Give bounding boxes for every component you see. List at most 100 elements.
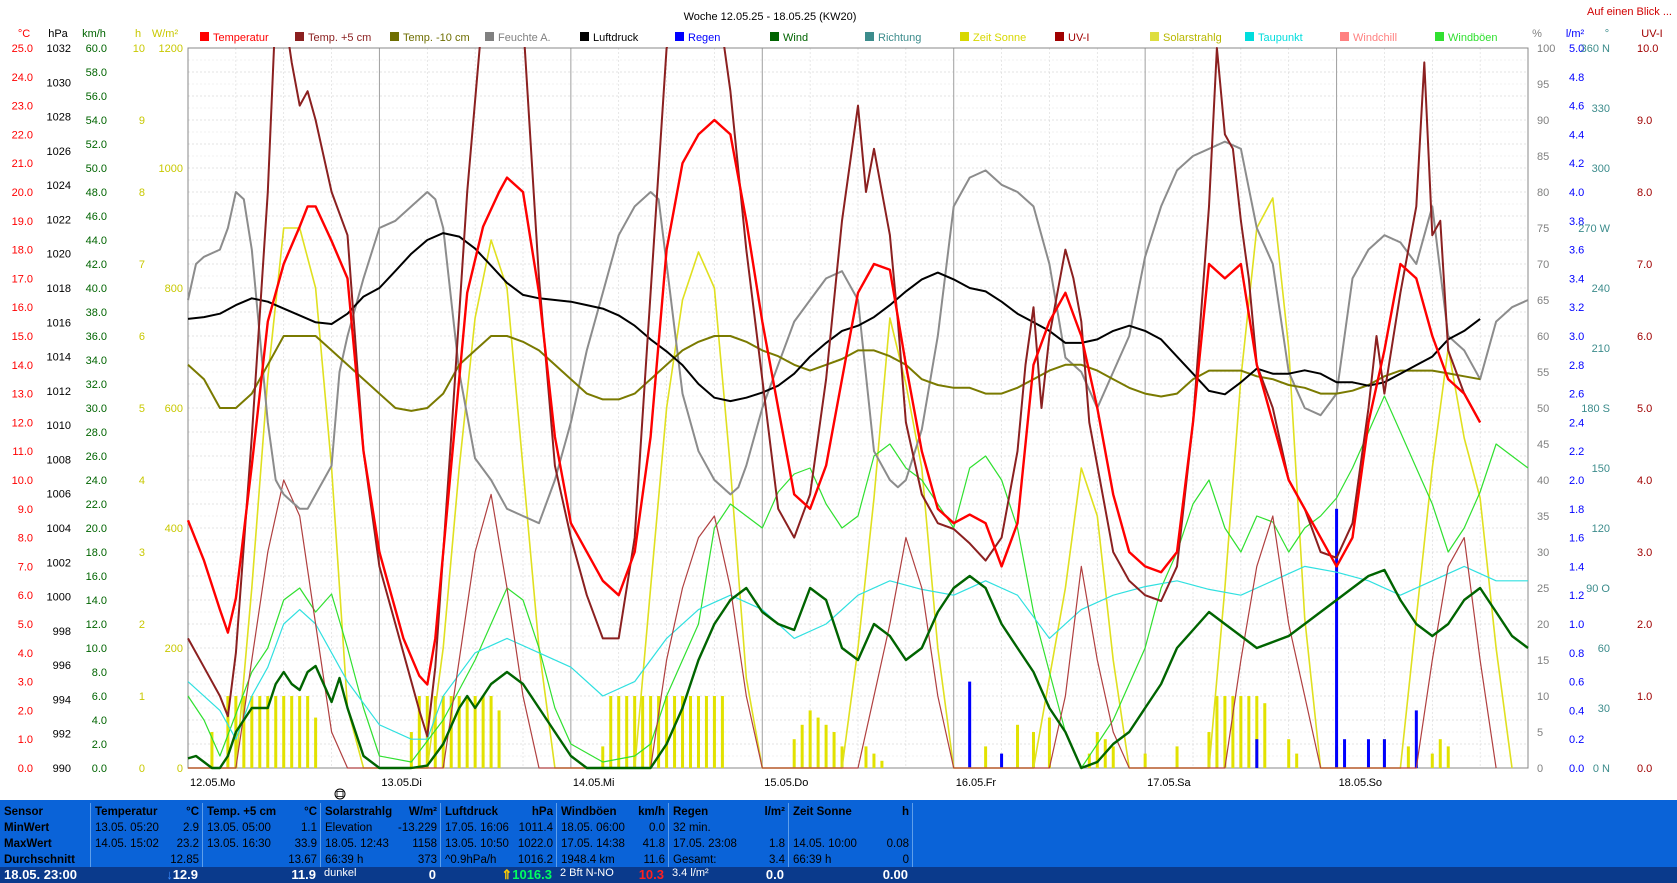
tick-label-wind: 52.0 bbox=[86, 139, 107, 151]
sun-bar bbox=[210, 732, 214, 768]
tick-label-rain: 4.0 bbox=[1569, 187, 1584, 199]
tick-label-pressure: 994 bbox=[53, 694, 71, 706]
sun-bar bbox=[832, 732, 836, 768]
legend-label: Taupunkt bbox=[1258, 32, 1303, 44]
tick-label-temp: 22.0 bbox=[12, 129, 33, 141]
tick-label-humidity: 100 bbox=[1537, 43, 1555, 55]
sun-bar bbox=[1087, 753, 1091, 768]
tick-label-uv: 6.0 bbox=[1637, 331, 1652, 343]
tick-label-pressure: 1002 bbox=[47, 557, 71, 569]
axis-tick-labels: 25.024.023.022.021.020.019.018.017.016.0… bbox=[12, 43, 1659, 775]
current-pressure: ⇑1016.3 bbox=[501, 867, 552, 882]
sun-bar bbox=[481, 696, 485, 768]
tick-label-pressure: 1032 bbox=[47, 43, 71, 55]
overview-link[interactable]: Auf einen Blick ... bbox=[1587, 6, 1672, 18]
chart-title: Woche 12.05.25 - 18.05.25 (KW20) bbox=[684, 11, 857, 23]
axis-unit-solar: W/m² bbox=[152, 28, 179, 40]
tick-label-rain: 1.0 bbox=[1569, 619, 1584, 631]
legend-label: Feuchte A. bbox=[498, 32, 551, 44]
tick-label-wind: 30.0 bbox=[86, 403, 107, 415]
tick-label-rain: 4.8 bbox=[1569, 72, 1584, 84]
tick-label-pressure: 1008 bbox=[47, 454, 71, 466]
tick-label-humidity: 85 bbox=[1537, 151, 1549, 163]
sun-bar bbox=[409, 732, 413, 768]
tick-label-temp: 23.0 bbox=[12, 101, 33, 113]
tick-label-humidity: 15 bbox=[1537, 655, 1549, 667]
tick-label-temp: 6.0 bbox=[18, 590, 33, 602]
legend-swatch bbox=[295, 32, 304, 41]
sun-bar bbox=[880, 760, 884, 768]
sun-bar bbox=[497, 710, 501, 768]
sun-bar bbox=[250, 696, 254, 768]
avg-label: Durchschnitt bbox=[4, 854, 75, 866]
tick-label-pressure: 1010 bbox=[47, 420, 71, 432]
x-day-name: Mi bbox=[603, 777, 615, 789]
tick-label-wind: 24.0 bbox=[86, 475, 107, 487]
sun-bar bbox=[449, 696, 453, 768]
tick-label-rain: 1.8 bbox=[1569, 504, 1584, 516]
sun-bar bbox=[417, 696, 421, 768]
sun-bar bbox=[633, 696, 637, 768]
tick-label-temp: 9.0 bbox=[18, 504, 33, 516]
tick-label-wind: 54.0 bbox=[86, 115, 107, 127]
tick-label-wind: 38.0 bbox=[86, 307, 107, 319]
x-day-date: 15.05. bbox=[764, 777, 795, 789]
tick-label-solar: 600 bbox=[165, 403, 183, 415]
rain-bar bbox=[1366, 739, 1370, 768]
tick-label-wind: 10.0 bbox=[86, 643, 107, 655]
tick-label-sun: 5 bbox=[139, 403, 145, 415]
tick-label-pressure: 1006 bbox=[47, 489, 71, 501]
tick-label-rain: 4.2 bbox=[1569, 158, 1584, 170]
legend-swatch bbox=[580, 32, 589, 41]
tick-label-wind: 32.0 bbox=[86, 379, 107, 391]
tick-label-direction: 90 O bbox=[1586, 583, 1610, 595]
tick-label-uv: 8.0 bbox=[1637, 187, 1652, 199]
sun-bar bbox=[242, 696, 246, 768]
tick-label-pressure: 1026 bbox=[47, 146, 71, 158]
tick-label-humidity: 90 bbox=[1537, 115, 1549, 127]
stats-pressure-column: Luftdruck hPa 17.05. 16:06 1011.4 13.05. 1… bbox=[440, 803, 557, 883]
sun-bar bbox=[681, 696, 685, 768]
chart-legend: Temperatur Temp. +5 cm Temp. -10 cm Feuchte… bbox=[200, 32, 1498, 44]
tick-label-sun: 8 bbox=[139, 187, 145, 199]
sun-bar bbox=[298, 696, 302, 768]
temp-m10cm-line bbox=[187, 335, 1481, 412]
tick-label-sun: 6 bbox=[139, 331, 145, 343]
humidity-line bbox=[187, 140, 1529, 525]
sun-bar bbox=[601, 746, 605, 768]
x-day-date: 13.05. bbox=[381, 777, 412, 789]
legend-label: Luftdruck bbox=[593, 32, 639, 44]
plot-top-mask bbox=[188, 0, 1528, 47]
sun-bar bbox=[1263, 703, 1267, 768]
sun-bar bbox=[1175, 746, 1179, 768]
tick-label-rain: 3.0 bbox=[1569, 331, 1584, 343]
sun-bar bbox=[720, 696, 724, 768]
tick-label-rain: 4.6 bbox=[1569, 101, 1584, 113]
sun-bar bbox=[1111, 746, 1115, 768]
legend-label: Windböen bbox=[1448, 32, 1498, 44]
sun-bar bbox=[1430, 753, 1434, 768]
sun-bar bbox=[657, 696, 661, 768]
sun-bar bbox=[1287, 739, 1291, 768]
tick-label-pressure: 992 bbox=[53, 729, 71, 741]
tick-label-uv: 7.0 bbox=[1637, 259, 1652, 271]
tick-label-pressure: 1030 bbox=[47, 77, 71, 89]
axis-unit-temp: °C bbox=[18, 28, 30, 40]
sun-bar bbox=[1295, 753, 1299, 768]
sun-bar bbox=[489, 696, 493, 768]
x-day-name: Di bbox=[411, 777, 421, 789]
legend-swatch bbox=[675, 32, 684, 41]
tick-label-wind: 42.0 bbox=[86, 259, 107, 271]
rain-bar bbox=[1335, 508, 1339, 768]
sun-bar bbox=[808, 710, 812, 768]
tick-label-sun: 9 bbox=[139, 115, 145, 127]
legend-swatch bbox=[865, 32, 874, 41]
tick-label-wind: 12.0 bbox=[86, 619, 107, 631]
tick-label-humidity: 45 bbox=[1537, 439, 1549, 451]
stats-temperature-column: Temperatur °C 13.05. 05:20 2.9 14.05. 15:0… bbox=[90, 803, 203, 883]
tick-label-uv: 2.0 bbox=[1637, 619, 1652, 631]
tick-label-wind: 58.0 bbox=[86, 67, 107, 79]
sun-bar bbox=[792, 739, 796, 768]
time-cursor[interactable] bbox=[334, 788, 346, 800]
